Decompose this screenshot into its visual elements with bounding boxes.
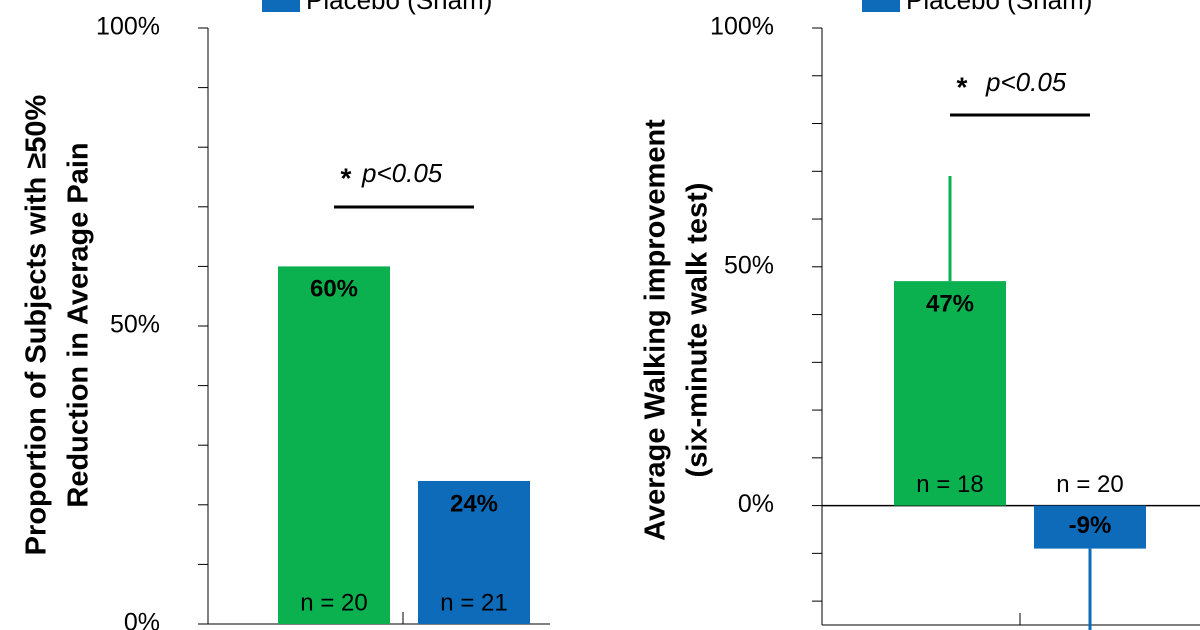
y-tick-label: 50%	[110, 311, 160, 339]
value-label: 24%	[450, 490, 498, 517]
significance-text: p<0.05	[361, 158, 443, 188]
n-label: n = 18	[916, 471, 983, 498]
bar	[418, 480, 530, 624]
bar	[278, 266, 390, 624]
y-axis-label: Proportion of Subjects with ≥50%	[21, 94, 53, 555]
legend-swatch	[862, 0, 900, 12]
y-tick-label: 100%	[710, 13, 774, 41]
y-tick-label: 50%	[724, 251, 774, 279]
significance-marker: *	[341, 162, 352, 193]
y-tick-label: 0%	[738, 490, 774, 518]
y-tick-label: 0%	[124, 609, 160, 630]
bar	[1034, 505, 1146, 549]
y-axis-label: Reduction in Average Pain	[63, 142, 95, 507]
y-axis-label: (six-minute walk test)	[682, 183, 714, 478]
value-label: 47%	[926, 290, 974, 317]
value-label: -9%	[1069, 512, 1112, 539]
significance-marker: *	[957, 71, 968, 102]
legend-label: Placebo (Sham)	[906, 0, 1092, 15]
legend-label: Placebo (Sham)	[306, 0, 492, 15]
value-label: 60%	[310, 276, 358, 303]
y-axis-label: Average Walking improvement	[640, 119, 672, 541]
n-label: n = 20	[300, 589, 367, 616]
y-tick-label: 100%	[96, 13, 160, 41]
n-label: n = 20	[1056, 471, 1123, 498]
significance-text: p<0.05	[985, 67, 1067, 97]
legend-swatch	[262, 0, 300, 12]
bar	[894, 281, 1006, 506]
n-label: n = 21	[440, 589, 507, 616]
